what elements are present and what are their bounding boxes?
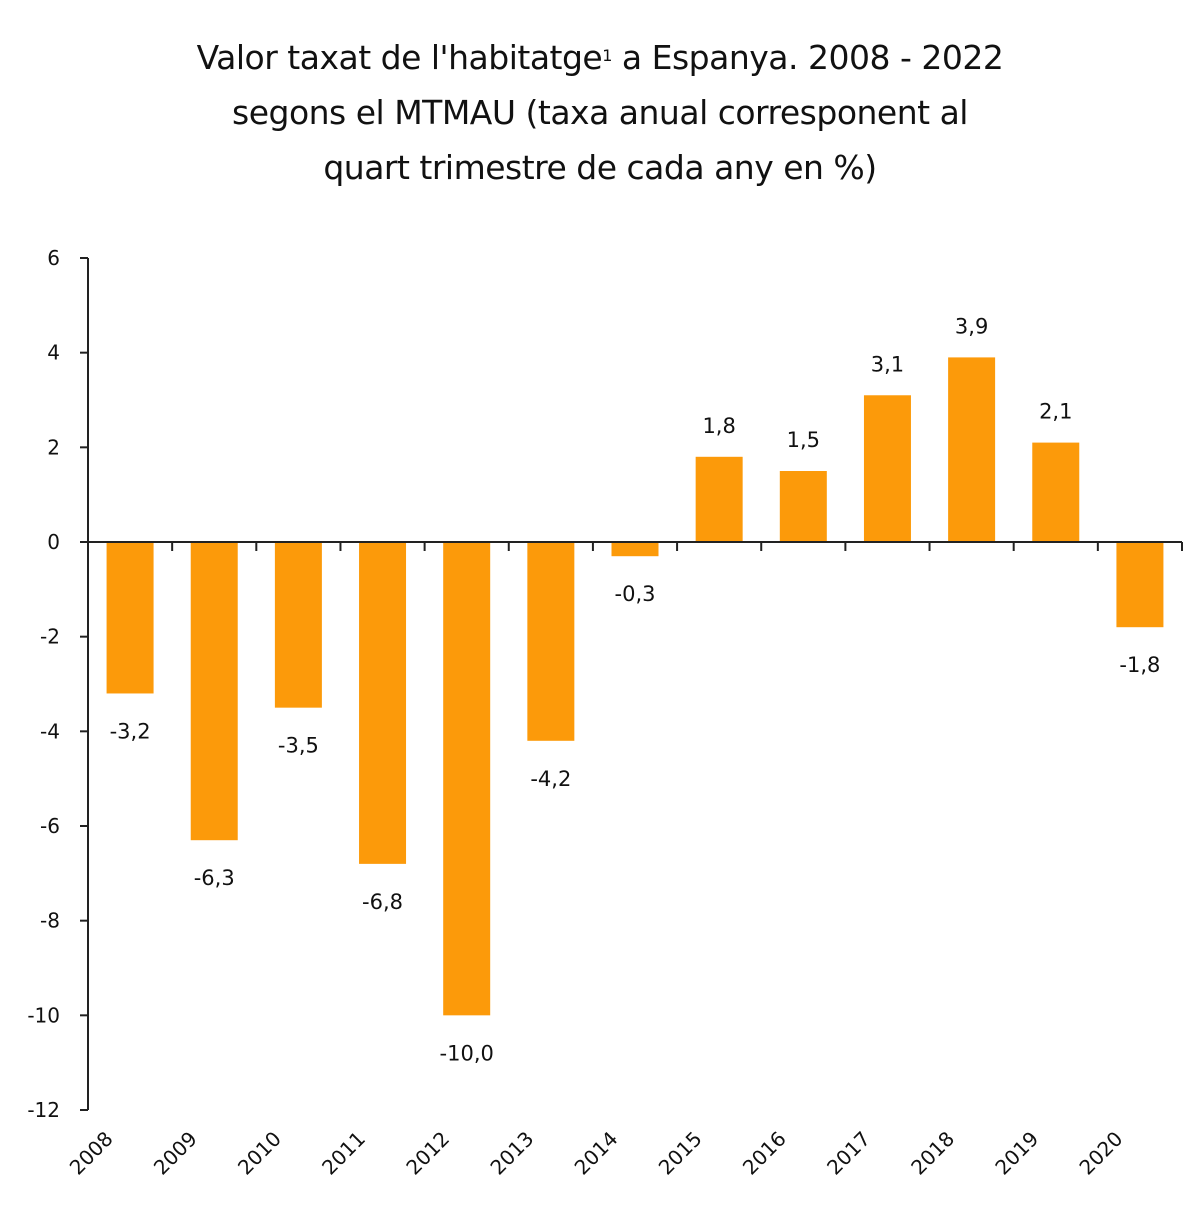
bar-2009 [190,542,238,841]
title-line-3: quart trimestre de cada any en %) [323,148,877,187]
data-label: 2,1 [1039,400,1072,424]
data-label: 1,5 [787,428,820,452]
y-tick-label: 4 [47,341,60,365]
x-tick-label: 2008 [65,1127,118,1180]
bar-2020 [1116,542,1164,628]
bar-2012 [443,542,491,1016]
x-tick-label: 2017 [822,1127,875,1180]
title-footnote-mark: 1 [602,46,612,65]
data-label: -10,0 [440,1041,494,1065]
data-label: -3,5 [278,734,319,758]
data-label: 3,1 [871,352,904,376]
bar-2019 [1032,442,1080,542]
data-label: 3,9 [955,314,988,338]
y-tick-label: -10 [27,1003,60,1027]
title-line-1-end: a Espanya. 2008 - 2022 [611,38,1004,77]
bar-2018 [948,357,996,542]
bar-2017 [863,395,911,542]
x-tick-label: 2015 [654,1127,707,1180]
y-tick-label: -8 [40,909,60,933]
title-line-1: Valor taxat de l'habitatge [196,38,603,77]
data-label: -1,8 [1119,653,1160,677]
title-line-2: segons el MTMAU (taxa anual corresponent… [232,93,968,132]
x-tick-label: 2016 [738,1127,791,1180]
x-tick-label: 2019 [990,1127,1043,1180]
y-tick-label: 2 [47,435,60,459]
bar-2015 [695,456,743,542]
y-tick-label: 6 [47,246,60,270]
chart-title: Valor taxat de l'habitatge1 a Espanya. 2… [0,30,1200,195]
y-tick-label: -6 [40,814,60,838]
y-tick-label: -12 [27,1098,60,1122]
bar-2008 [106,542,154,694]
data-label: -0,3 [615,582,656,606]
data-label: -4,2 [530,767,571,791]
bar-2011 [359,542,407,864]
bar-2014 [611,542,659,557]
y-tick-label: -4 [40,719,60,743]
x-tick-label: 2014 [570,1127,623,1180]
bar-2013 [527,542,575,741]
x-tick-label: 2013 [485,1127,538,1180]
bar-2016 [779,471,827,542]
x-tick-label: 2018 [906,1127,959,1180]
data-label: -6,3 [194,866,235,890]
x-tick-label: 2020 [1074,1127,1127,1180]
x-tick-label: 2010 [233,1127,286,1180]
data-label: -3,2 [110,719,151,743]
bar-2010 [274,542,322,708]
x-tick-label: 2012 [401,1127,454,1180]
y-tick-label: -2 [40,625,60,649]
data-label: 1,8 [702,414,735,438]
data-label: -6,8 [362,890,403,914]
x-tick-label: 2009 [149,1127,202,1180]
x-tick-label: 2011 [317,1127,370,1180]
y-tick-label: 0 [47,530,60,554]
